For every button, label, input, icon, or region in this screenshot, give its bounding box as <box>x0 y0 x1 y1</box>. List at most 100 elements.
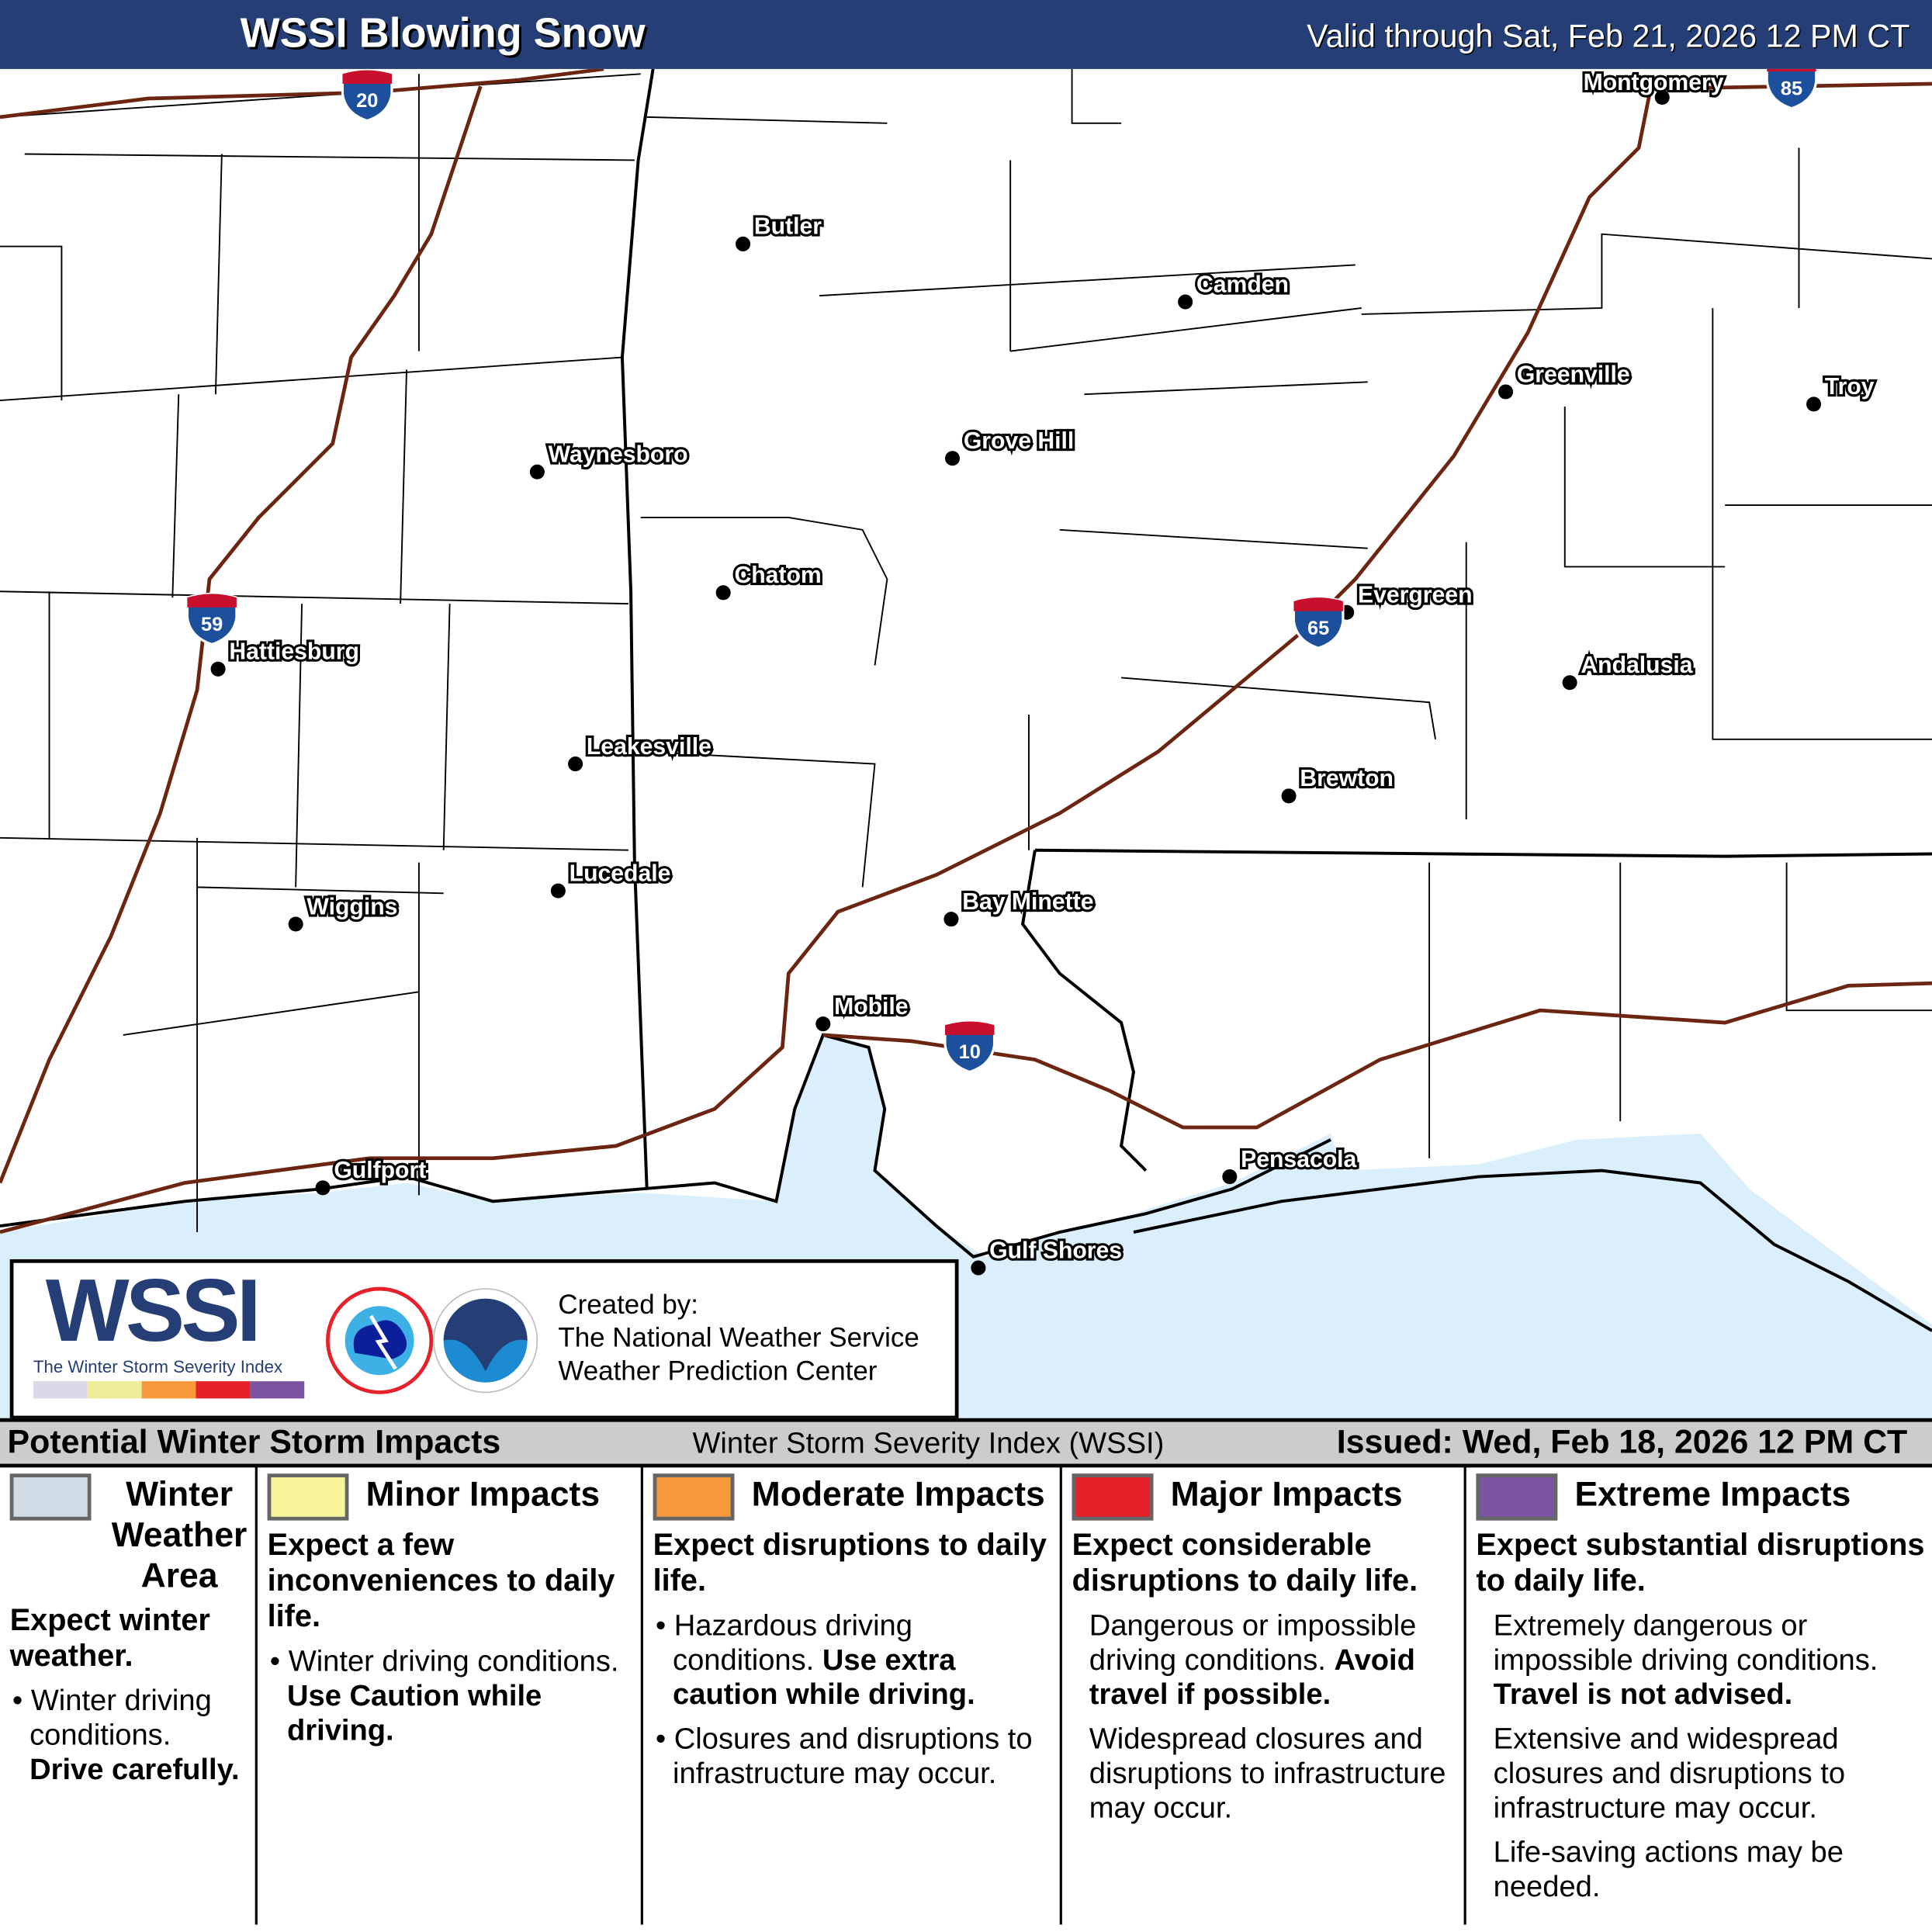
city-dot <box>1222 1169 1238 1185</box>
legend-minor: Minor Impacts Expect a few inconvenience… <box>254 1466 641 1925</box>
city-label: Lucedale <box>570 860 671 886</box>
credit-text: Created by: The National Weather Service… <box>558 1287 919 1387</box>
legend-label: Minor Impacts <box>365 1474 601 1514</box>
interstate-shield: 20 <box>341 68 393 123</box>
legend-swatch <box>1476 1473 1558 1521</box>
issued-time: Issued: Wed, Feb 18, 2026 12 PM CT <box>1336 1423 1908 1460</box>
legend-swatch <box>1072 1473 1154 1521</box>
svg-text:20: 20 <box>356 90 378 112</box>
legend-text: Extremely dangerous or impossible drivin… <box>1493 1608 1878 1712</box>
city-label: Gulf Shores <box>989 1238 1122 1263</box>
city-dot <box>943 912 959 927</box>
city-label: Gulfport <box>334 1158 426 1183</box>
state-borders <box>0 68 1932 1332</box>
city-dot <box>815 1016 831 1032</box>
city-dot <box>288 916 303 932</box>
svg-text:65: 65 <box>1307 618 1329 639</box>
legend-swatch <box>9 1473 92 1521</box>
legend-text: Widespread closures and disruptions to i… <box>1089 1723 1446 1825</box>
city-dot <box>715 585 731 601</box>
city-label: Greenville <box>1517 362 1630 387</box>
city-dot <box>971 1260 986 1276</box>
interstate-shields: 20 59 65 10 85 <box>185 68 1818 1074</box>
credit-line: Created by: <box>558 1289 698 1320</box>
legend-extreme: Extreme Impacts Expect substantial disru… <box>1463 1466 1932 1925</box>
map: Montgomery Butler Camden Greenville Troy Grov… <box>0 68 1932 1418</box>
city-label: Brewton <box>1300 766 1394 791</box>
city-label: Troy <box>1825 374 1875 400</box>
svg-text:85: 85 <box>1781 78 1802 99</box>
interstate-shield: 10 <box>943 1020 996 1074</box>
index-name: Winter Storm Severity Index (WSSI) <box>692 1426 1165 1460</box>
legend-bullet: • Winter driving conditions. Use Caution… <box>269 1644 619 1747</box>
legend-major: Major Impacts Expect considerable disrup… <box>1059 1466 1464 1925</box>
legend-winter-weather-area: Winter Weather Area Expect winter weathe… <box>0 1466 255 1925</box>
city-dot <box>529 464 545 480</box>
city-dot <box>315 1180 331 1196</box>
legend-text: Life-saving actions may be needed. <box>1493 1836 1844 1904</box>
legend-label: Extreme Impacts <box>1574 1474 1851 1514</box>
city-dot <box>945 451 961 466</box>
wssi-subtitle: The Winter Storm Severity Index <box>33 1356 283 1376</box>
city-markers: Montgomery Butler Camden Greenville Troy Grov… <box>210 69 1877 1276</box>
credit-line: Weather Prediction Center <box>558 1355 878 1387</box>
city-label: Bay Minette <box>962 889 1093 915</box>
interstate-shield: 59 <box>185 592 238 646</box>
city-dot <box>1806 396 1822 412</box>
city-label: Montgomery <box>1584 70 1724 95</box>
wssi-color-scale <box>33 1381 305 1399</box>
legend-bullet: • Hazardous driving conditions. Use extr… <box>655 1608 975 1712</box>
city-label: Evergreen <box>1358 583 1473 608</box>
legend-summary: Expect considerable disruptions to daily… <box>1072 1528 1418 1598</box>
interstate-shield: 65 <box>1292 596 1345 649</box>
svg-text:10: 10 <box>959 1041 981 1063</box>
interstate-shield: 85 <box>1765 68 1818 110</box>
nws-logo <box>326 1286 434 1394</box>
svg-text:59: 59 <box>201 614 223 635</box>
impact-legend: Winter Weather Area Expect winter weathe… <box>0 1466 1932 1932</box>
valid-time: Valid through Sat, Feb 21, 2026 12 PM CT <box>1307 17 1910 54</box>
city-dot <box>568 757 583 772</box>
city-label: Waynesboro <box>549 442 688 468</box>
legend-summary: Expect substantial disruptions to daily … <box>1476 1528 1925 1598</box>
legend-text: Extensive and widespread closures and di… <box>1493 1723 1846 1825</box>
noaa-logo <box>433 1288 538 1394</box>
legend-bullet: • Winter driving conditions. Drive carefu… <box>12 1684 240 1787</box>
header: WSSI Blowing Snow Valid through Sat, Feb… <box>0 0 1932 69</box>
legend-text: Dangerous or impossible driving conditio… <box>1089 1608 1417 1712</box>
map-title: WSSI Blowing Snow <box>240 9 646 57</box>
legend-swatch <box>653 1473 735 1521</box>
city-label: Butler <box>754 214 822 240</box>
city-label: Wiggins <box>306 894 397 919</box>
city-dot <box>736 236 751 251</box>
city-dot <box>1654 89 1670 105</box>
city-label: Andalusia <box>1581 653 1692 678</box>
city-label: Chatom <box>734 563 821 588</box>
logo-panel: WSSI The Winter Storm Severity Index Cre… <box>9 1259 959 1420</box>
city-label: Hattiesburg <box>229 639 359 665</box>
impacts-heading: Potential Winter Storm Impacts <box>7 1423 501 1460</box>
legend-summary: Expect winter weather. <box>9 1603 210 1674</box>
city-label: Pensacola <box>1241 1147 1356 1172</box>
legend-summary: Expect a few inconveniences to daily lif… <box>267 1528 615 1634</box>
city-dot <box>1178 294 1193 310</box>
legend-label: Moderate Impacts <box>751 1474 1045 1514</box>
city-dot <box>1281 788 1297 804</box>
legend-summary: Expect disruptions to daily life. <box>653 1528 1047 1598</box>
legend-label: Winter Weather Area <box>111 1474 248 1594</box>
legend-swatch <box>267 1473 349 1521</box>
city-label: Mobile <box>834 994 909 1020</box>
city-dot <box>1562 675 1577 691</box>
city-label: Camden <box>1196 272 1289 297</box>
credit-line: The National Weather Service <box>558 1321 919 1353</box>
info-strip: Potential Winter Storm Impacts Winter St… <box>0 1418 1932 1468</box>
legend-label: Major Impacts <box>1170 1474 1403 1514</box>
city-label: Grove Hill <box>964 428 1074 454</box>
city-dot <box>1498 384 1514 400</box>
wssi-logo: WSSI <box>45 1262 261 1361</box>
legend-bullet: • Closures and disruptions to infrastruc… <box>655 1723 1033 1791</box>
city-dot <box>210 661 226 677</box>
city-label: Leakesville <box>587 734 712 760</box>
legend-moderate: Moderate Impacts Expect disruptions to d… <box>640 1466 1060 1925</box>
